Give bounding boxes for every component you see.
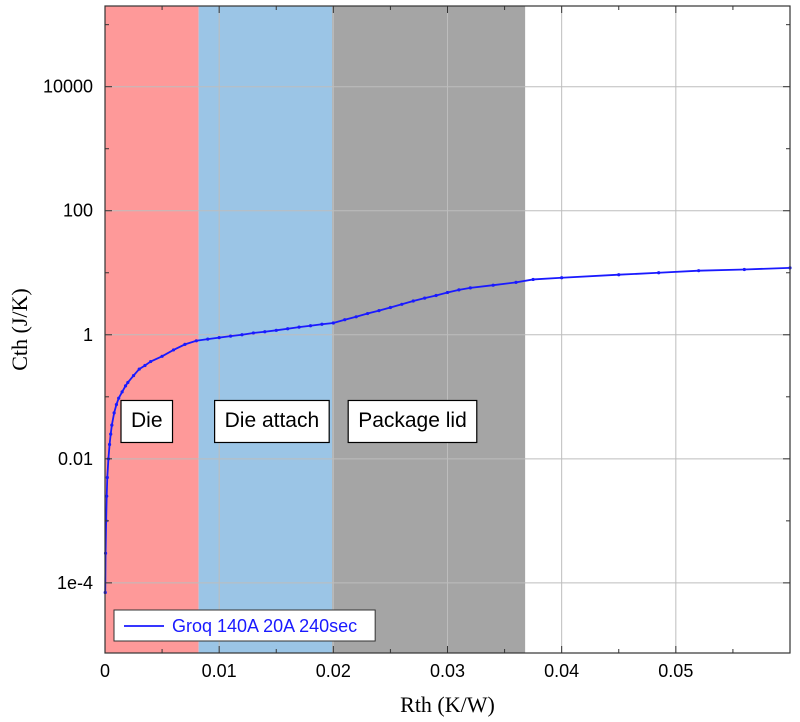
- legend: Groq 140A 20A 240sec: [113, 609, 376, 642]
- y-tick-label: 1: [83, 325, 93, 345]
- data-point: [194, 339, 198, 343]
- data-point: [514, 280, 518, 284]
- data-point: [149, 359, 153, 364]
- y-axis-title: Cth (J/K): [7, 288, 32, 371]
- region-band-2: [332, 6, 526, 653]
- data-point: [217, 336, 221, 340]
- region-label-box: [120, 399, 174, 444]
- data-point: [560, 276, 564, 280]
- data-point: [206, 337, 210, 341]
- region-band-0: [105, 6, 199, 653]
- x-tick-label: 0.03: [430, 661, 465, 681]
- region-label-0: Die: [120, 399, 174, 444]
- grid-lines: [105, 6, 790, 653]
- region-label-box: [347, 399, 478, 444]
- data-point: [240, 333, 244, 337]
- data-point: [160, 354, 164, 358]
- data-point: [123, 384, 128, 388]
- x-axis-title: Rth (K/W): [400, 692, 495, 717]
- plot-frame: [104, 5, 791, 654]
- data-point: [107, 442, 112, 447]
- data-point: [183, 342, 187, 346]
- region-label-text: Die: [131, 409, 163, 432]
- data-point: [117, 396, 121, 400]
- data-point: [457, 288, 461, 292]
- x-tick-label: 0.02: [316, 661, 351, 681]
- data-point: [657, 271, 661, 275]
- region-labels: Die Die attach Package lid: [120, 399, 478, 444]
- data-point: [137, 367, 141, 371]
- data-point: [377, 309, 381, 313]
- data-point: [742, 267, 746, 272]
- data-point: [445, 290, 450, 295]
- region-bands: [105, 6, 526, 653]
- tick-marks: 0 0.01 0.02 0.03 0.04 0.05 1e-4 0.01 1 100 10000: [43, 6, 790, 681]
- data-point: [274, 328, 278, 332]
- data-point: [468, 286, 472, 290]
- data-point: [297, 325, 301, 329]
- data-point: [286, 327, 290, 331]
- data-point: [365, 311, 370, 316]
- data-point: [109, 432, 113, 436]
- data-point: [697, 269, 701, 273]
- data-point: [143, 363, 147, 368]
- data-point: [354, 315, 358, 319]
- data-point: [126, 380, 130, 385]
- data-point: [531, 277, 535, 282]
- series-lines: [103, 266, 792, 595]
- data-point: [400, 302, 404, 306]
- data-point: [171, 348, 176, 352]
- data-point: [251, 331, 256, 335]
- data-point: [411, 299, 415, 303]
- x-tick-label: 0.05: [658, 661, 693, 681]
- data-point: [491, 283, 495, 287]
- region-label-2: Package lid: [347, 399, 478, 444]
- y-tick-label: 0.01: [58, 449, 93, 469]
- data-point: [308, 324, 313, 328]
- data-point: [110, 423, 114, 427]
- data-point: [617, 273, 621, 277]
- region-label-1: Die attach: [214, 399, 330, 444]
- data-point: [331, 321, 335, 325]
- region-band-1: [198, 6, 333, 653]
- x-tick-label: 0.04: [544, 661, 579, 681]
- data-point: [120, 390, 124, 394]
- x-tick-label: 0: [100, 661, 110, 681]
- data-point: [320, 322, 324, 326]
- region-label-text: Package lid: [358, 409, 467, 432]
- data-point: [434, 293, 438, 298]
- data-point: [105, 475, 109, 480]
- data-point: [112, 411, 116, 415]
- y-tick-label: 1e-4: [57, 573, 93, 593]
- x-tick-label: 0.01: [202, 661, 237, 681]
- data-point: [105, 494, 109, 498]
- data-point: [228, 334, 233, 338]
- data-point: [343, 318, 347, 322]
- legend-label: Groq 140A 20A 240sec: [172, 616, 357, 636]
- data-point: [388, 305, 393, 310]
- data-point: [263, 330, 267, 334]
- y-tick-label: 100: [63, 201, 93, 221]
- data-point: [423, 296, 427, 300]
- region-label-box: [214, 399, 330, 444]
- region-label-text: Die attach: [225, 409, 320, 432]
- y-tick-label: 10000: [43, 77, 93, 97]
- data-point: [131, 373, 136, 378]
- data-point: [114, 402, 119, 407]
